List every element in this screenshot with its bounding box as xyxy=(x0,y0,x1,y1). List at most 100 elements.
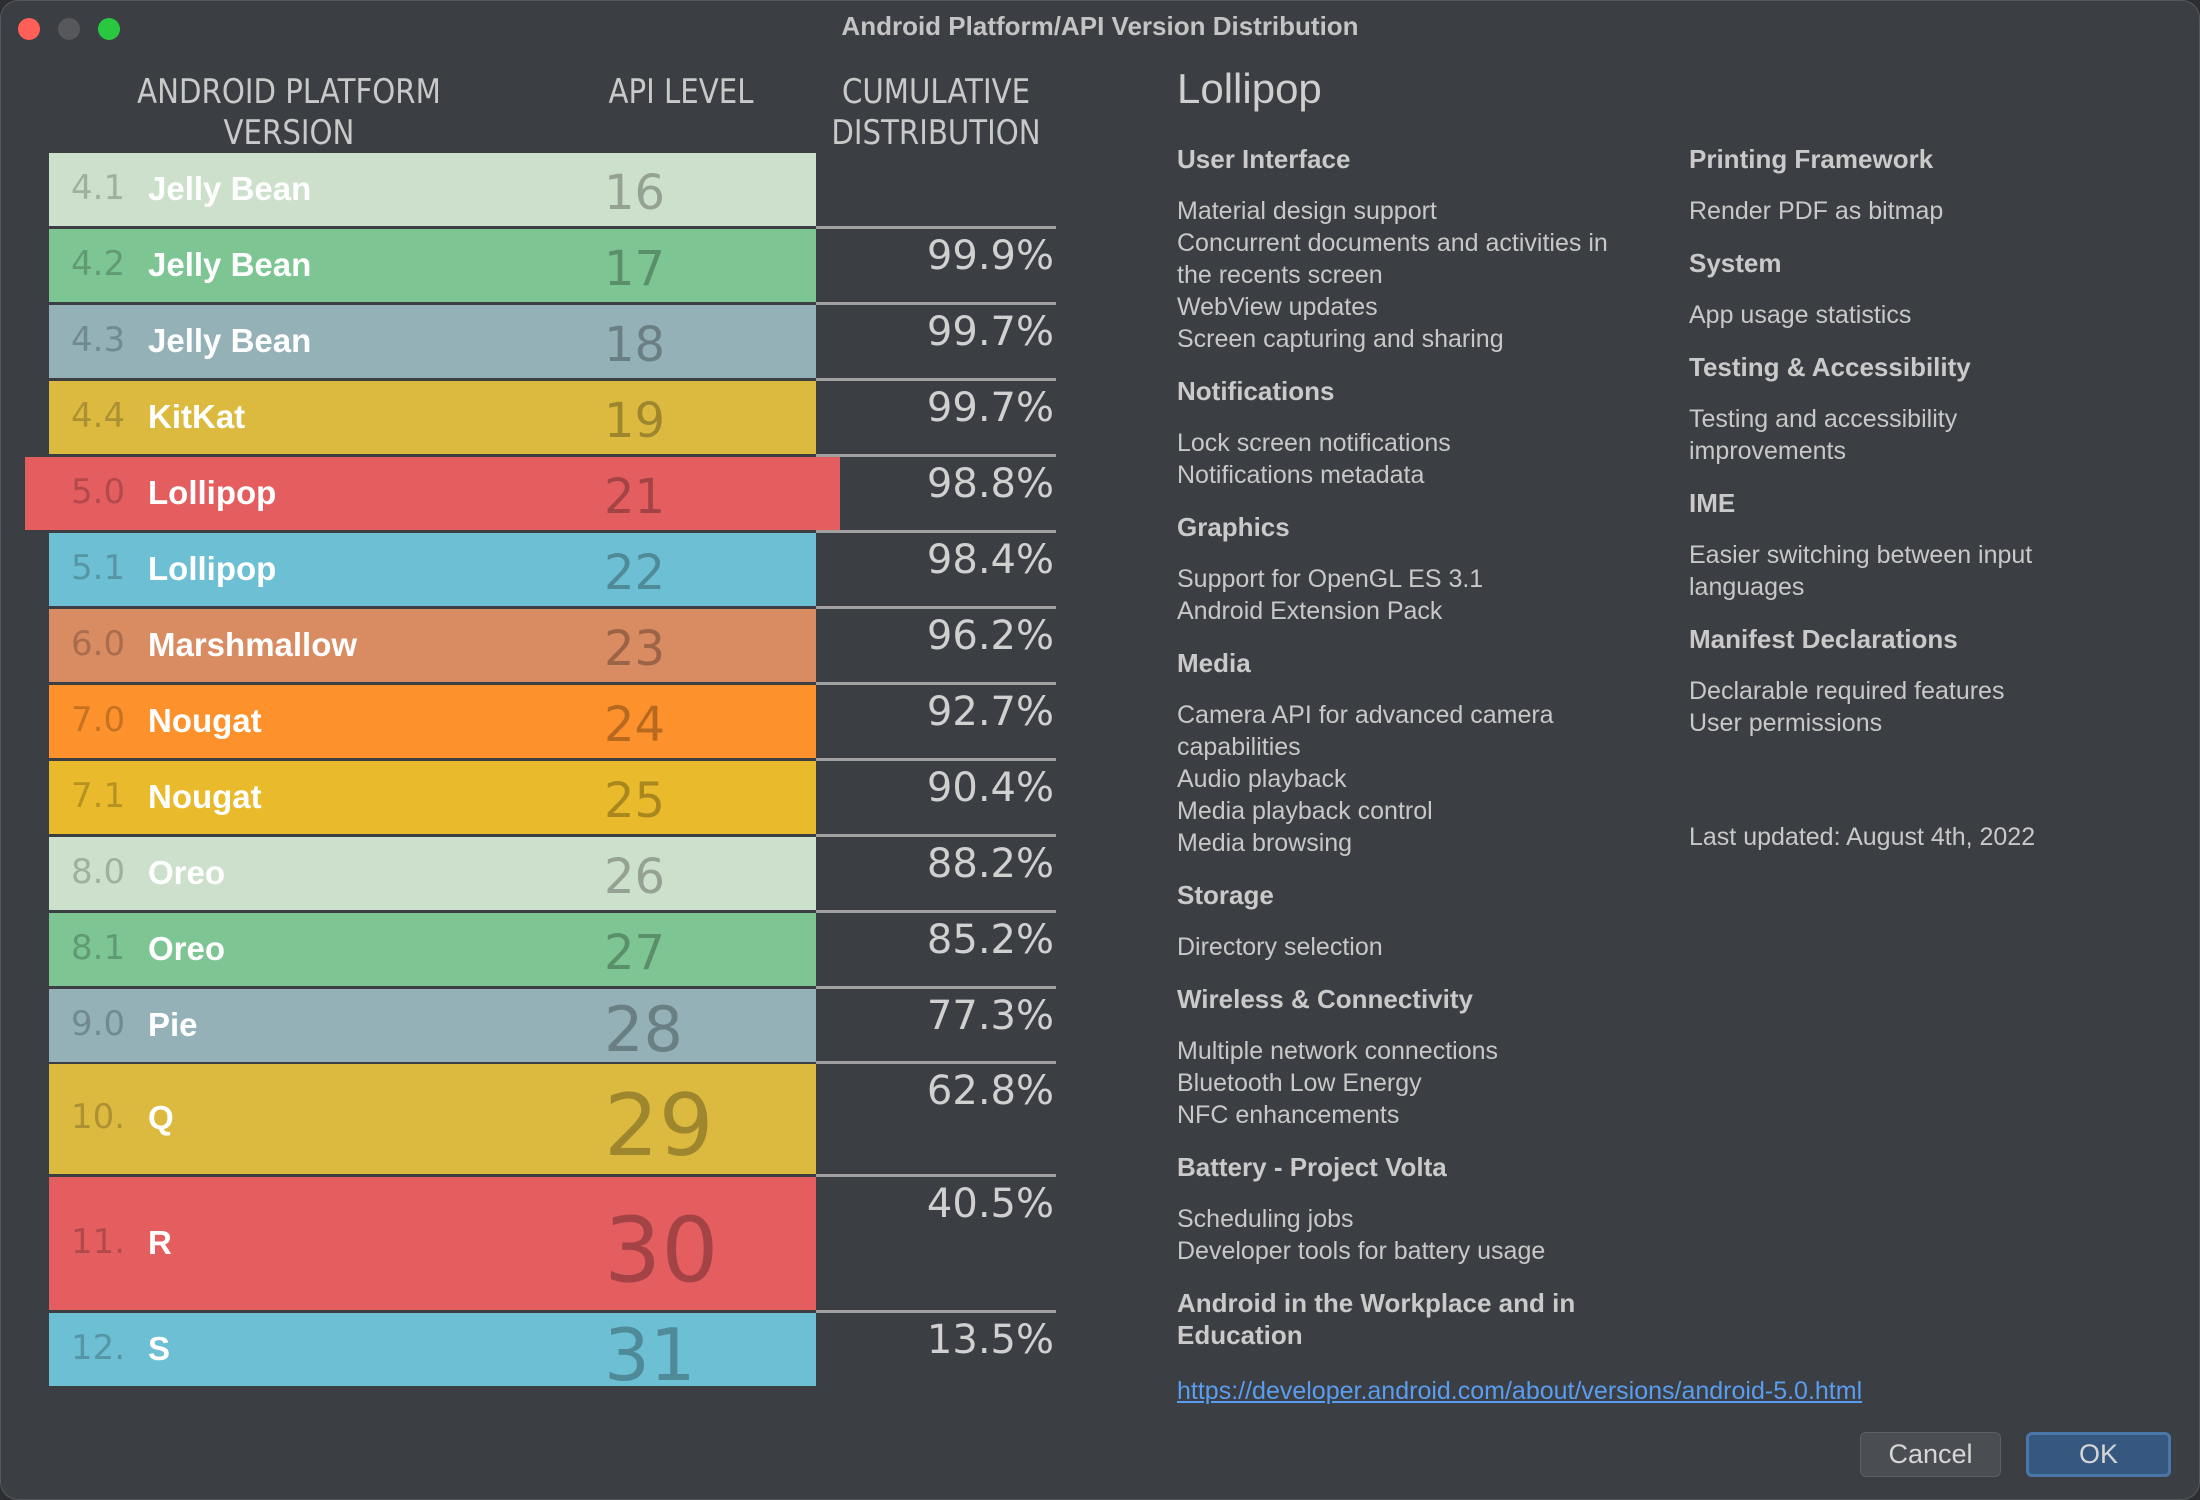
version-row[interactable]: 5.0 Lollipop 21 xyxy=(25,457,840,530)
version-row[interactable]: 12. S 31 xyxy=(49,1313,816,1391)
api-level: 19 xyxy=(604,393,666,450)
feature-section: System App usage statistics xyxy=(1689,247,2109,331)
version-number: 6.0 xyxy=(71,623,126,664)
column-header-api: API LEVEL xyxy=(608,72,754,112)
version-row[interactable]: 4.1 Jelly Bean 16 xyxy=(49,153,816,226)
distribution-value: 99.7% xyxy=(926,309,1054,355)
distribution-cell: 98.8% xyxy=(816,454,1056,530)
feature-item: User permissions xyxy=(1689,709,1883,737)
version-name: Jelly Bean xyxy=(148,245,312,283)
feature-item: Developer tools for battery usage xyxy=(1177,1237,1546,1265)
version-number: 4.3 xyxy=(71,319,126,360)
api-level: 22 xyxy=(604,545,666,602)
close-window-button[interactable] xyxy=(18,18,40,40)
section-heading: Printing Framework xyxy=(1689,144,1934,174)
api-level: 26 xyxy=(604,849,666,906)
feature-column-right: Printing Framework Render PDF as bitmap Sy… xyxy=(1689,143,2109,853)
feature-item: Easier switching between input languages xyxy=(1689,541,2033,601)
feature-item: Directory selection xyxy=(1177,933,1383,961)
distribution-value: 92.7% xyxy=(926,689,1054,735)
header-line: VERSION xyxy=(223,113,355,153)
feature-item: Multiple network connections xyxy=(1177,1037,1498,1065)
api-level: 31 xyxy=(604,1313,696,1398)
distribution-cell: 98.4% xyxy=(816,530,1056,606)
version-number: 11. xyxy=(71,1221,126,1262)
feature-section: Battery - Project Volta Scheduling jobs De… xyxy=(1177,1151,1635,1267)
feature-section: IME Easier switching between input langua… xyxy=(1689,487,2109,603)
minimize-window-button[interactable] xyxy=(58,18,80,40)
version-name: Lollipop xyxy=(148,549,277,587)
feature-item: Declarable required features xyxy=(1689,677,2005,705)
feature-section: Printing Framework Render PDF as bitmap xyxy=(1689,143,2109,227)
window-title: Android Platform/API Version Distributio… xyxy=(841,11,1359,41)
section-heading: Storage xyxy=(1177,880,1274,910)
feature-item: Audio playback xyxy=(1177,765,1347,793)
version-number: 4.1 xyxy=(71,167,126,208)
version-row[interactable]: 8.0 Oreo 26 xyxy=(49,837,816,910)
version-name: R xyxy=(148,1223,172,1261)
feature-column-left: User Interface Material design support Con… xyxy=(1177,143,1635,1351)
header-line: DISTRIBUTION xyxy=(831,113,1041,153)
release-notes-link[interactable]: https://developer.android.com/about/vers… xyxy=(1177,1377,1863,1405)
version-number: 8.1 xyxy=(71,927,126,968)
api-level: 30 xyxy=(604,1197,719,1303)
version-row[interactable]: 10. Q 29 xyxy=(49,1064,816,1174)
feature-section: Storage Directory selection xyxy=(1177,879,1635,963)
version-row[interactable]: 11. R 30 xyxy=(49,1177,816,1310)
version-row[interactable]: 9.0 Pie 28 xyxy=(49,989,816,1062)
version-row[interactable]: 8.1 Oreo 27 xyxy=(49,913,816,986)
column-header-distribution: CUMULATIVE DISTRIBUTION xyxy=(820,72,1052,154)
distribution-cell: 77.3% xyxy=(816,986,1056,1062)
version-row[interactable]: 4.3 Jelly Bean 18 xyxy=(49,305,816,378)
distribution-value: 96.2% xyxy=(926,613,1054,659)
version-row[interactable]: 6.0 Marshmallow 23 xyxy=(49,609,816,682)
version-name: KitKat xyxy=(148,397,246,435)
feature-item: NFC enhancements xyxy=(1177,1101,1400,1129)
version-row[interactable]: 5.1 Lollipop 22 xyxy=(49,533,816,606)
distribution-value: 62.8% xyxy=(926,1068,1054,1114)
api-level: 23 xyxy=(604,621,666,678)
distribution-value: 40.5% xyxy=(926,1181,1054,1227)
version-name: Jelly Bean xyxy=(148,169,312,207)
feature-section: Manifest Declarations Declarable required… xyxy=(1689,623,2109,739)
distribution-cell: 99.7% xyxy=(816,302,1056,378)
distribution-cell: 85.2% xyxy=(816,910,1056,986)
version-row[interactable]: 4.2 Jelly Bean 17 xyxy=(49,229,816,302)
feature-item: Media playback control xyxy=(1177,797,1433,825)
feature-section: User Interface Material design support Con… xyxy=(1177,143,1635,355)
distribution-value: 90.4% xyxy=(926,765,1054,811)
distribution-cell: 40.5% xyxy=(816,1174,1056,1310)
feature-item: Bluetooth Low Energy xyxy=(1177,1069,1422,1097)
api-level: 24 xyxy=(604,697,666,754)
distribution-value: 88.2% xyxy=(926,841,1054,887)
version-row[interactable]: 4.4 KitKat 19 xyxy=(49,381,816,454)
section-heading: Graphics xyxy=(1177,512,1290,542)
version-row[interactable]: 7.1 Nougat 25 xyxy=(49,761,816,834)
feature-item: Testing and accessibility improvements xyxy=(1689,405,1958,465)
version-name: Marshmallow xyxy=(148,625,358,663)
ok-button[interactable]: OK xyxy=(2026,1432,2171,1477)
feature-item: Concurrent documents and activities in t… xyxy=(1177,229,1608,289)
zoom-window-button[interactable] xyxy=(98,18,120,40)
distribution-cell: 62.8% xyxy=(816,1061,1056,1174)
section-heading: Android in the Workplace and in Educatio… xyxy=(1177,1288,1576,1350)
version-row[interactable]: 7.0 Nougat 24 xyxy=(49,685,816,758)
last-updated: Last updated: August 4th, 2022 xyxy=(1689,823,2036,851)
version-number: 7.1 xyxy=(71,775,126,816)
version-number: 9.0 xyxy=(71,1003,126,1044)
version-name: Q xyxy=(148,1099,174,1136)
version-name: S xyxy=(148,1329,171,1367)
feature-item: WebView updates xyxy=(1177,293,1378,321)
distribution-cell: 13.5% xyxy=(816,1310,1056,1386)
api-level: 18 xyxy=(604,317,666,374)
distribution-cell: 92.7% xyxy=(816,682,1056,758)
distribution-value: 99.7% xyxy=(926,385,1054,431)
cancel-button[interactable]: Cancel xyxy=(1860,1432,2001,1477)
feature-section: Graphics Support for OpenGL ES 3.1 Android… xyxy=(1177,511,1635,627)
distribution-cell xyxy=(816,153,1056,226)
feature-item: Support for OpenGL ES 3.1 xyxy=(1177,565,1484,593)
header-line: ANDROID PLATFORM xyxy=(137,72,441,112)
distribution-value: 99.9% xyxy=(926,233,1054,279)
distribution-value: 98.8% xyxy=(926,461,1054,507)
api-level: 21 xyxy=(604,469,666,526)
